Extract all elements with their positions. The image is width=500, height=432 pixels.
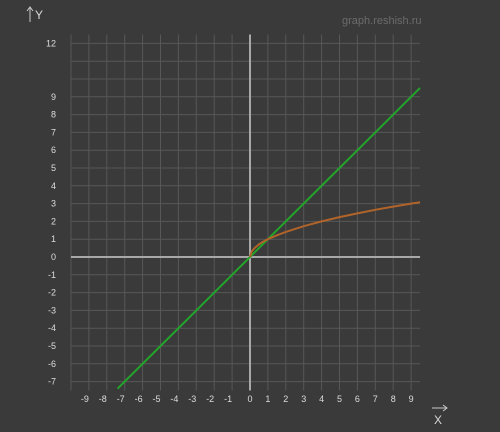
watermark: graph.reshish.ru — [342, 15, 422, 27]
x-tick-label: -4 — [170, 394, 178, 404]
y-arrow-head-icon — [26, 6, 34, 12]
x-tick-label: 8 — [391, 394, 396, 404]
x-tick-label: -2 — [206, 394, 214, 404]
tick-labels: -9 -8 -7 -6 -5 -4 -3 -2 -1 0 1 2 3 4 5 6 7 8 9-7-6-5-4-3-2… — [46, 38, 414, 404]
y-axis-label: Y — [35, 8, 43, 22]
x-tick-label: 2 — [283, 394, 288, 404]
y-tick-label: 2 — [51, 216, 56, 226]
y-tick-label: -7 — [48, 377, 56, 387]
x-arrow-head-icon — [442, 404, 448, 412]
y-tick-label: 4 — [51, 181, 56, 191]
y-tick-label: 6 — [51, 145, 56, 155]
x-tick-label: 6 — [355, 394, 360, 404]
series-group — [116, 87, 421, 390]
x-tick-label: 4 — [319, 394, 324, 404]
x-tick-label: -1 — [224, 394, 232, 404]
y-tick-label: -2 — [48, 288, 56, 298]
y-tick-label: -4 — [48, 323, 56, 333]
x-tick-label: 5 — [337, 394, 342, 404]
x-tick-label: 3 — [301, 394, 306, 404]
x-tick-label: 0 — [247, 394, 252, 404]
y-tick-label: 5 — [51, 163, 56, 173]
series-line-1 — [116, 87, 421, 390]
y-tick-label: 0 — [51, 252, 56, 262]
y-tick-label: -6 — [48, 359, 56, 369]
x-tick-label: -7 — [117, 394, 125, 404]
y-tick-label: 7 — [51, 127, 56, 137]
axes — [71, 34, 421, 391]
y-tick-label: -5 — [48, 341, 56, 351]
x-tick-label: -3 — [188, 394, 196, 404]
y-tick-label: -3 — [48, 305, 56, 315]
y-tick-label: 9 — [51, 92, 56, 102]
y-tick-label: 8 — [51, 110, 56, 120]
x-tick-label: -5 — [152, 394, 160, 404]
x-tick-label: -9 — [81, 394, 89, 404]
y-tick-label: 1 — [51, 234, 56, 244]
y-tick-label: -1 — [48, 270, 56, 280]
y-tick-label: 3 — [51, 199, 56, 209]
x-tick-label: 9 — [409, 394, 414, 404]
x-axis-label: X — [434, 413, 442, 427]
x-tick-label: 1 — [265, 394, 270, 404]
series-line-2 — [249, 201, 421, 258]
x-tick-label: -6 — [135, 394, 143, 404]
grid — [70, 34, 421, 391]
x-tick-label: -8 — [99, 394, 107, 404]
y-tick-label: 12 — [46, 38, 56, 48]
x-tick-label: 7 — [373, 394, 378, 404]
